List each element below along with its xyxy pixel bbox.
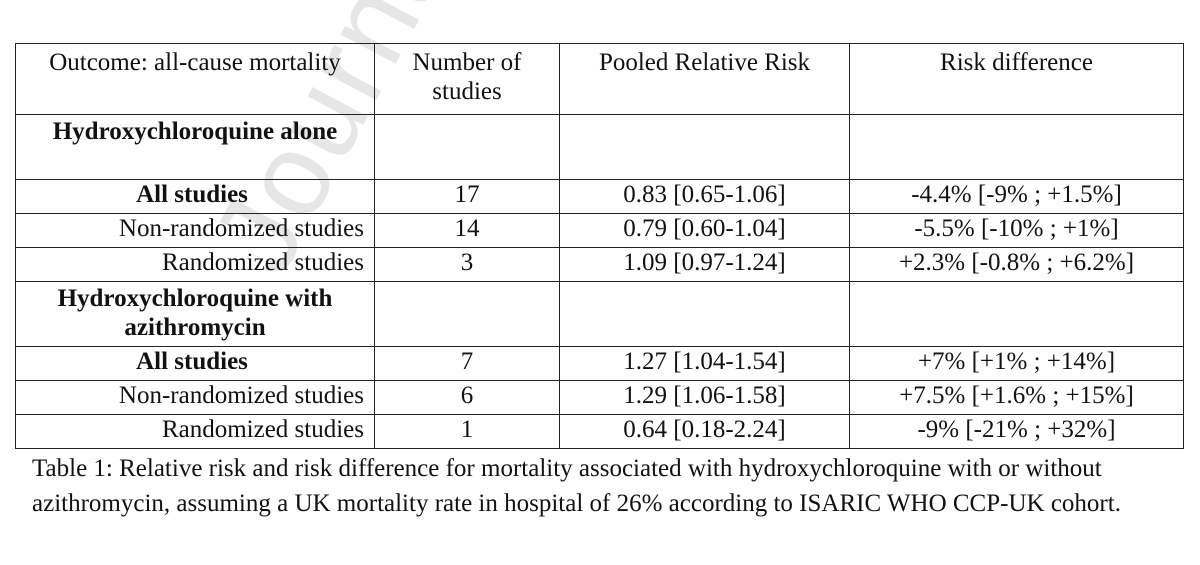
row-relative-risk: 1.29 [1.06-1.58]: [559, 380, 850, 415]
group-row: Hydroxychloroquine with azithromycin: [15, 281, 1184, 347]
row-relative-risk: 1.09 [0.97-1.24]: [559, 247, 850, 282]
row-risk-difference: -9% [-21% ; +32%]: [849, 414, 1184, 449]
table-row: Randomized studies 3 1.09 [0.97-1.24] +2…: [15, 247, 1184, 282]
table-row: Non-randomized studies 6 1.29 [1.06-1.58…: [15, 380, 1184, 415]
row-risk-difference: -4.4% [-9% ; +1.5%]: [849, 179, 1184, 214]
table-header-row: Outcome: all-cause mortality Number of s…: [15, 43, 1184, 115]
header-outcome: Outcome: all-cause mortality: [15, 43, 375, 115]
row-label: Non-randomized studies: [15, 380, 375, 415]
table-row: All studies 7 1.27 [1.04-1.54] +7% [+1% …: [15, 346, 1184, 381]
row-relative-risk: 0.79 [0.60-1.04]: [559, 213, 850, 248]
row-relative-risk: 0.83 [0.65-1.06]: [559, 179, 850, 214]
row-number-of-studies: 3: [374, 247, 560, 282]
row-label: Non-randomized studies: [15, 213, 375, 248]
row-risk-difference: +7.5% [+1.6% ; +15%]: [849, 380, 1184, 415]
header-pooled-relative-risk: Pooled Relative Risk: [559, 43, 850, 115]
row-number-of-studies: 17: [374, 179, 560, 214]
row-label: Randomized studies: [15, 414, 375, 449]
row-label: All studies: [15, 179, 375, 214]
row-risk-difference: +7% [+1% ; +14%]: [849, 346, 1184, 381]
results-table: Outcome: all-cause mortality Number of s…: [15, 43, 1184, 449]
header-number-of-studies: Number of studies: [374, 43, 560, 115]
group-label: Hydroxychloroquine alone: [15, 114, 375, 180]
row-label: Randomized studies: [15, 247, 375, 282]
row-number-of-studies: 1: [374, 414, 560, 449]
table-row: All studies 17 0.83 [0.65-1.06] -4.4% [-…: [15, 179, 1184, 214]
row-number-of-studies: 7: [374, 346, 560, 381]
row-relative-risk: 1.27 [1.04-1.54]: [559, 346, 850, 381]
group-row: Hydroxychloroquine alone: [15, 114, 1184, 180]
row-number-of-studies: 6: [374, 380, 560, 415]
table-row: Randomized studies 1 0.64 [0.18-2.24] -9…: [15, 414, 1184, 449]
group-label: Hydroxychloroquine with azithromycin: [15, 281, 375, 347]
row-number-of-studies: 14: [374, 213, 560, 248]
row-relative-risk: 0.64 [0.18-2.24]: [559, 414, 850, 449]
row-label: All studies: [15, 346, 375, 381]
table-caption: Table 1: Relative risk and risk differen…: [32, 455, 1121, 517]
header-risk-difference: Risk difference: [849, 43, 1184, 115]
table-row: Non-randomized studies 14 0.79 [0.60-1.0…: [15, 213, 1184, 248]
row-risk-difference: -5.5% [-10% ; +1%]: [849, 213, 1184, 248]
row-risk-difference: +2.3% [-0.8% ; +6.2%]: [849, 247, 1184, 282]
